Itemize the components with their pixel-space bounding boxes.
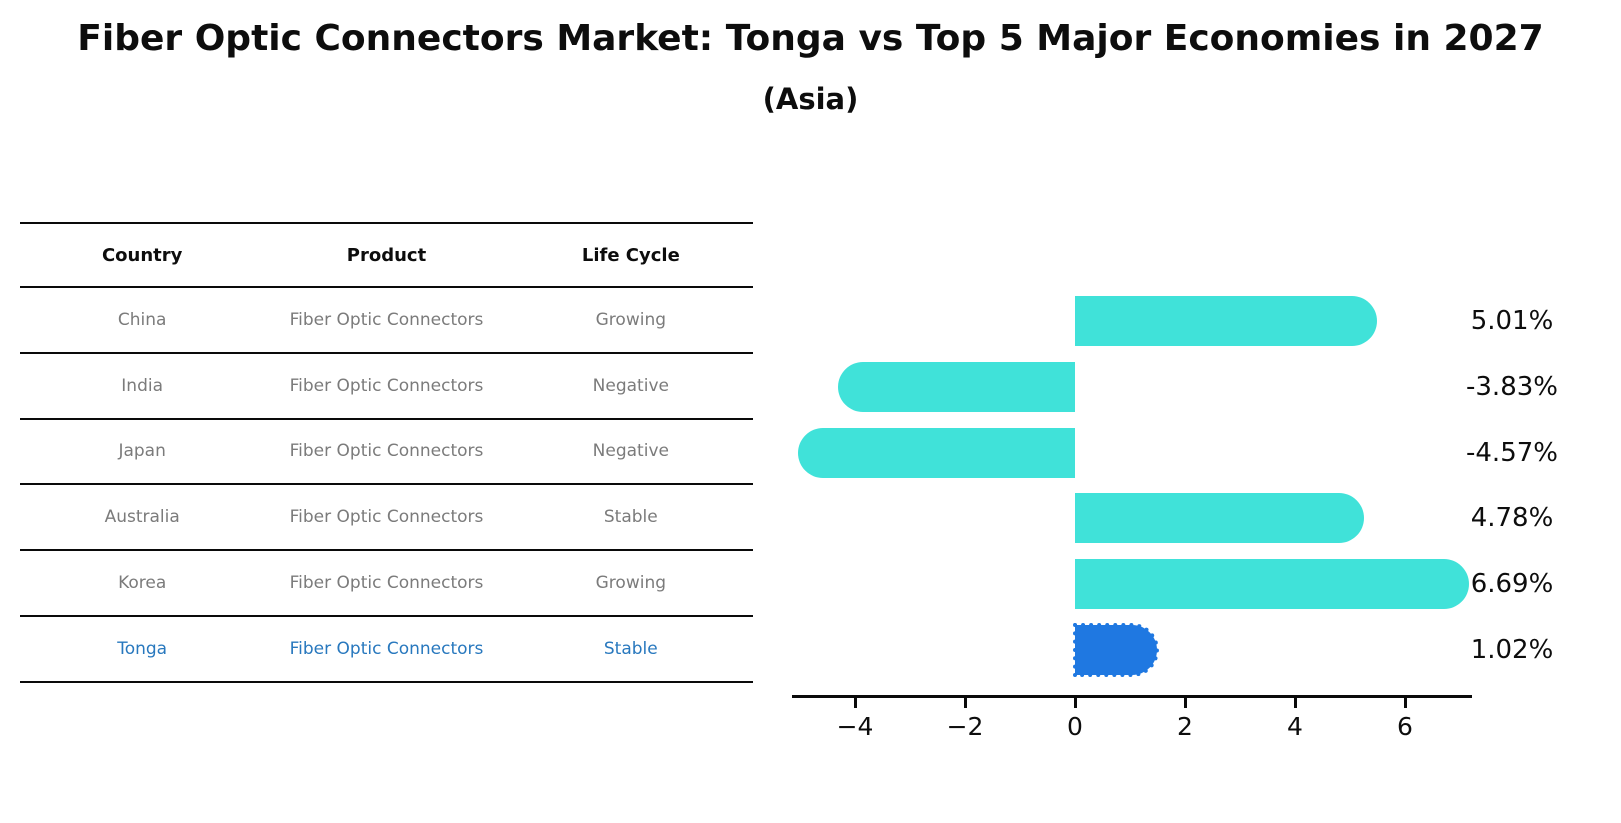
cell-product: Fiber Optic Connectors: [289, 441, 484, 462]
table-body: China Fiber Optic Connectors Growing India F…: [20, 288, 753, 683]
cell-product: Fiber Optic Connectors: [289, 573, 484, 594]
x-tick-label: −4: [836, 712, 874, 741]
x-tick-label: 0: [1067, 712, 1083, 741]
bar-china: [1075, 295, 1377, 346]
value-label-tonga: 1.02%: [1470, 634, 1554, 665]
value-label-india: -3.83%: [1466, 371, 1558, 402]
x-tick-mark: [854, 698, 857, 708]
figure-subtitle: (Asia): [762, 82, 859, 116]
bar-tonga: [1072, 622, 1160, 677]
x-tick-mark: [1404, 698, 1407, 708]
table-row-tonga: Tonga Fiber Optic Connectors Stable: [20, 617, 753, 683]
value-label-china: 5.01%: [1470, 305, 1554, 336]
bar-australia: [1075, 493, 1364, 544]
cell-life-cycle: Negative: [592, 375, 669, 396]
x-tick-mark: [1074, 698, 1077, 708]
cell-country: Japan: [118, 441, 166, 462]
column-header-product: Product: [346, 244, 427, 266]
column-header-life-cycle: Life Cycle: [581, 244, 680, 266]
column-header-country: Country: [101, 244, 183, 266]
table-row-india: India Fiber Optic Connectors Negative: [20, 354, 753, 420]
x-axis-line: [792, 695, 1472, 698]
cell-country: China: [117, 309, 167, 330]
cell-country: Tonga: [117, 638, 168, 659]
x-tick-label: 4: [1287, 712, 1303, 741]
table-row-japan: Japan Fiber Optic Connectors Negative: [20, 420, 753, 486]
x-tick-mark: [1184, 698, 1187, 708]
cell-product: Fiber Optic Connectors: [289, 507, 484, 528]
table-row-australia: Australia Fiber Optic Connectors Stable: [20, 485, 753, 552]
cell-country: Australia: [104, 507, 180, 528]
x-tick-label: −2: [946, 712, 984, 741]
value-label-japan: -4.57%: [1466, 437, 1558, 468]
x-tick-label: 2: [1177, 712, 1193, 741]
cell-product: Fiber Optic Connectors: [289, 638, 484, 659]
bar-korea: [1075, 559, 1469, 610]
cell-country: Korea: [118, 573, 167, 594]
value-label-australia: 4.78%: [1470, 503, 1554, 534]
cell-life-cycle: Stable: [603, 507, 658, 528]
cell-life-cycle: Negative: [592, 441, 669, 462]
table-row-korea: Korea Fiber Optic Connectors Growing: [20, 551, 753, 617]
table-row-china: China Fiber Optic Connectors Growing: [20, 288, 753, 354]
figure-title: Fiber Optic Connectors Market: Tonga vs …: [77, 18, 1544, 59]
cell-country: India: [121, 375, 164, 396]
cell-life-cycle: Growing: [595, 309, 667, 330]
x-tick-label: 6: [1397, 712, 1413, 741]
bar-india: [838, 361, 1075, 412]
x-tick-mark: [964, 698, 967, 708]
cell-life-cycle: Stable: [603, 638, 658, 659]
value-label-korea: 6.69%: [1470, 569, 1554, 600]
bar-japan: [797, 427, 1075, 478]
cell-product: Fiber Optic Connectors: [289, 309, 484, 330]
table-header-row: Country Product Life Cycle: [20, 222, 753, 288]
comparison-table: Country Product Life Cycle China Fiber Op…: [20, 222, 753, 683]
cell-life-cycle: Growing: [595, 573, 667, 594]
x-tick-mark: [1294, 698, 1297, 708]
cell-product: Fiber Optic Connectors: [289, 375, 484, 396]
